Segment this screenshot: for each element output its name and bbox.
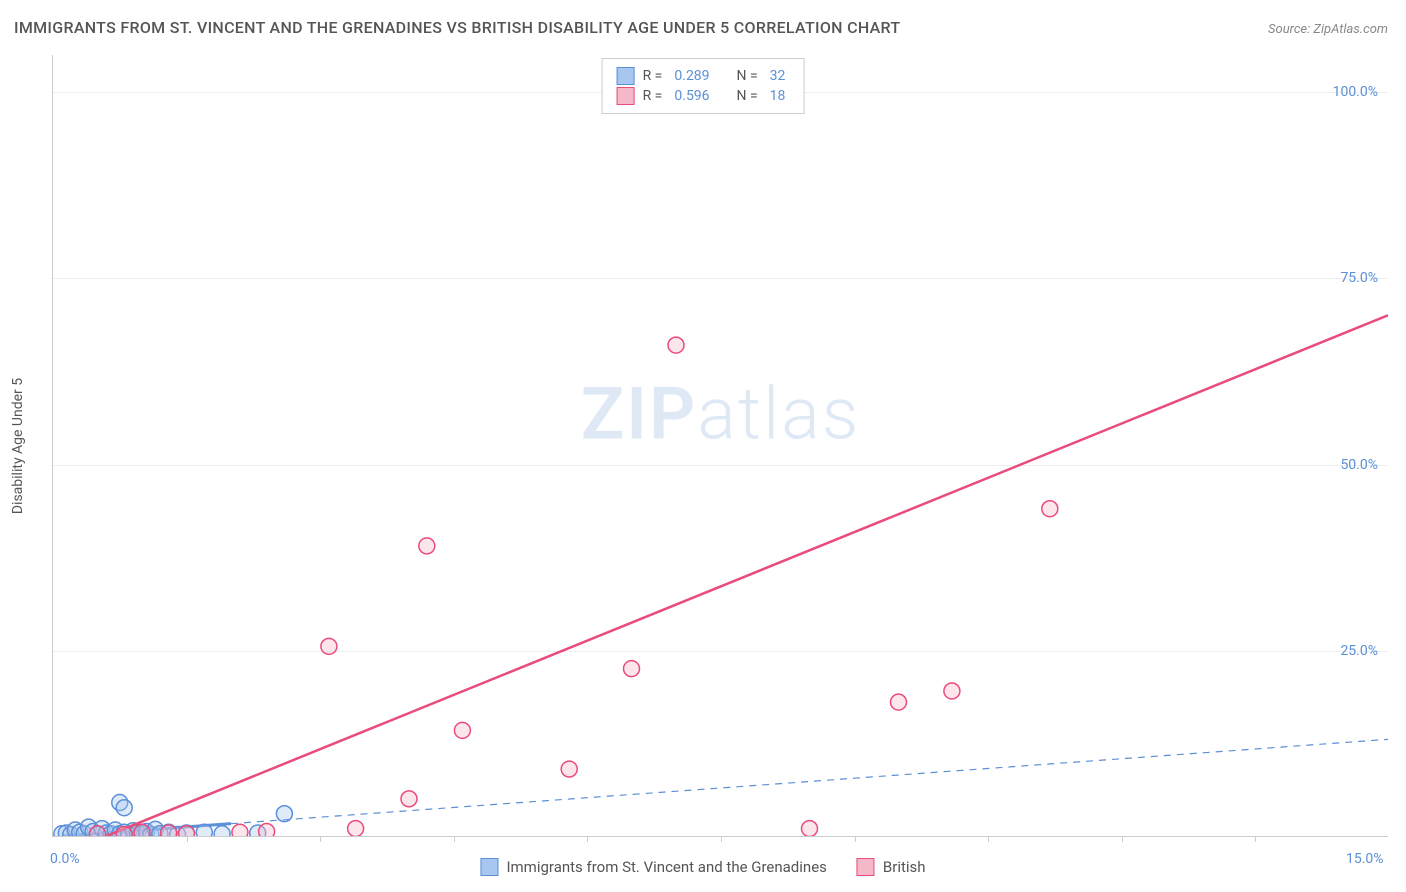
x-tick-label-min: 0.0% bbox=[50, 851, 80, 867]
n-value-1: 32 bbox=[770, 68, 786, 84]
x-tick bbox=[187, 836, 188, 842]
legend-item-2: British bbox=[857, 858, 926, 876]
data-point bbox=[259, 824, 275, 836]
y-axis-label: Disability Age Under 5 bbox=[10, 378, 26, 514]
data-point bbox=[179, 826, 195, 836]
data-point bbox=[116, 827, 132, 836]
x-tick bbox=[1122, 836, 1123, 842]
swatch-series-2-icon bbox=[617, 87, 635, 105]
x-tick bbox=[1255, 836, 1256, 842]
data-point bbox=[321, 638, 337, 654]
x-tick bbox=[721, 836, 722, 842]
x-tick bbox=[587, 836, 588, 842]
data-point bbox=[161, 825, 177, 836]
data-point bbox=[214, 826, 230, 836]
x-tick bbox=[320, 836, 321, 842]
x-tick-label-max: 15.0% bbox=[1346, 851, 1384, 867]
legend-stats-row-2: R = 0.596 N = 18 bbox=[617, 87, 790, 105]
source-attribution: Source: ZipAtlas.com bbox=[1268, 22, 1388, 37]
swatch-series-2-icon bbox=[857, 858, 875, 876]
legend-label-2: British bbox=[883, 858, 926, 876]
data-point bbox=[232, 824, 248, 836]
data-point bbox=[134, 824, 150, 836]
data-point bbox=[561, 761, 577, 777]
legend-label-1: Immigrants from St. Vincent and the Gren… bbox=[506, 858, 826, 876]
r-value-2: 0.596 bbox=[674, 88, 709, 104]
data-point bbox=[802, 821, 818, 836]
legend-stats-box: R = 0.289 N = 32 R = 0.596 N = 18 bbox=[602, 58, 805, 114]
chart-title: IMMIGRANTS FROM ST. VINCENT AND THE GREN… bbox=[14, 18, 900, 37]
data-point bbox=[401, 791, 417, 807]
data-point bbox=[668, 337, 684, 353]
trend-line bbox=[106, 315, 1388, 836]
data-point bbox=[196, 824, 212, 836]
n-value-2: 18 bbox=[770, 88, 786, 104]
data-point bbox=[276, 806, 292, 822]
legend-series: Immigrants from St. Vincent and the Gren… bbox=[480, 858, 925, 876]
data-point bbox=[348, 821, 364, 836]
plot-svg bbox=[53, 55, 1388, 836]
chart-container: IMMIGRANTS FROM ST. VINCENT AND THE GREN… bbox=[0, 0, 1406, 892]
data-point bbox=[891, 694, 907, 710]
data-point bbox=[419, 538, 435, 554]
legend-stats-row-1: R = 0.289 N = 32 bbox=[617, 67, 790, 85]
data-point bbox=[944, 683, 960, 699]
data-point bbox=[1042, 501, 1058, 517]
swatch-series-1-icon bbox=[617, 67, 635, 85]
x-tick bbox=[855, 836, 856, 842]
r-value-1: 0.289 bbox=[674, 68, 709, 84]
trend-line-dashed bbox=[231, 739, 1388, 823]
swatch-series-1-icon bbox=[480, 858, 498, 876]
data-point bbox=[90, 826, 106, 836]
data-point bbox=[454, 722, 470, 738]
x-tick bbox=[988, 836, 989, 842]
data-point bbox=[116, 800, 132, 816]
x-tick bbox=[454, 836, 455, 842]
legend-item-1: Immigrants from St. Vincent and the Gren… bbox=[480, 858, 826, 876]
data-point bbox=[624, 661, 640, 677]
plot-area: ZIPatlas 25.0%50.0%75.0%100.0% bbox=[52, 55, 1388, 837]
